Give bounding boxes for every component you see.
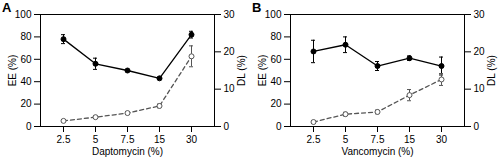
svg-text:0: 0 [224,121,230,132]
svg-text:10: 10 [474,83,486,94]
svg-text:DL (%): DL (%) [486,55,497,86]
svg-text:DL (%): DL (%) [236,55,247,86]
svg-text:0: 0 [276,121,282,132]
svg-text:20: 20 [224,46,236,57]
svg-text:15: 15 [404,134,416,145]
svg-text:60: 60 [270,54,282,65]
svg-text:EE (%): EE (%) [257,55,268,87]
svg-text:80: 80 [270,31,282,42]
svg-text:20: 20 [270,98,282,109]
svg-text:60: 60 [20,54,32,65]
svg-text:40: 40 [270,76,282,87]
svg-text:Vancomycin (%): Vancomycin (%) [341,146,413,157]
svg-text:100: 100 [265,9,282,20]
svg-text:7.5: 7.5 [121,134,135,145]
svg-text:30: 30 [224,9,236,20]
svg-text:0: 0 [26,121,32,132]
svg-text:2.5: 2.5 [307,134,321,145]
svg-text:10: 10 [224,83,236,94]
svg-text:Daptomycin (%): Daptomycin (%) [92,146,163,157]
svg-text:0: 0 [474,121,480,132]
svg-text:15: 15 [154,134,166,145]
svg-text:20: 20 [474,46,486,57]
svg-text:80: 80 [20,31,32,42]
html-text:A: A [2,0,12,15]
html-text:B: B [252,0,262,15]
svg-text:2.5: 2.5 [57,134,71,145]
svg-text:20: 20 [20,98,32,109]
svg-text:30: 30 [474,9,486,20]
svg-text:30: 30 [436,134,448,145]
svg-text:40: 40 [20,76,32,87]
svg-text:EE (%): EE (%) [7,55,18,87]
svg-text:5: 5 [343,134,349,145]
svg-text:100: 100 [15,9,32,20]
svg-text:30: 30 [186,134,198,145]
svg-text:5: 5 [93,134,99,145]
svg-text:7.5: 7.5 [371,134,385,145]
